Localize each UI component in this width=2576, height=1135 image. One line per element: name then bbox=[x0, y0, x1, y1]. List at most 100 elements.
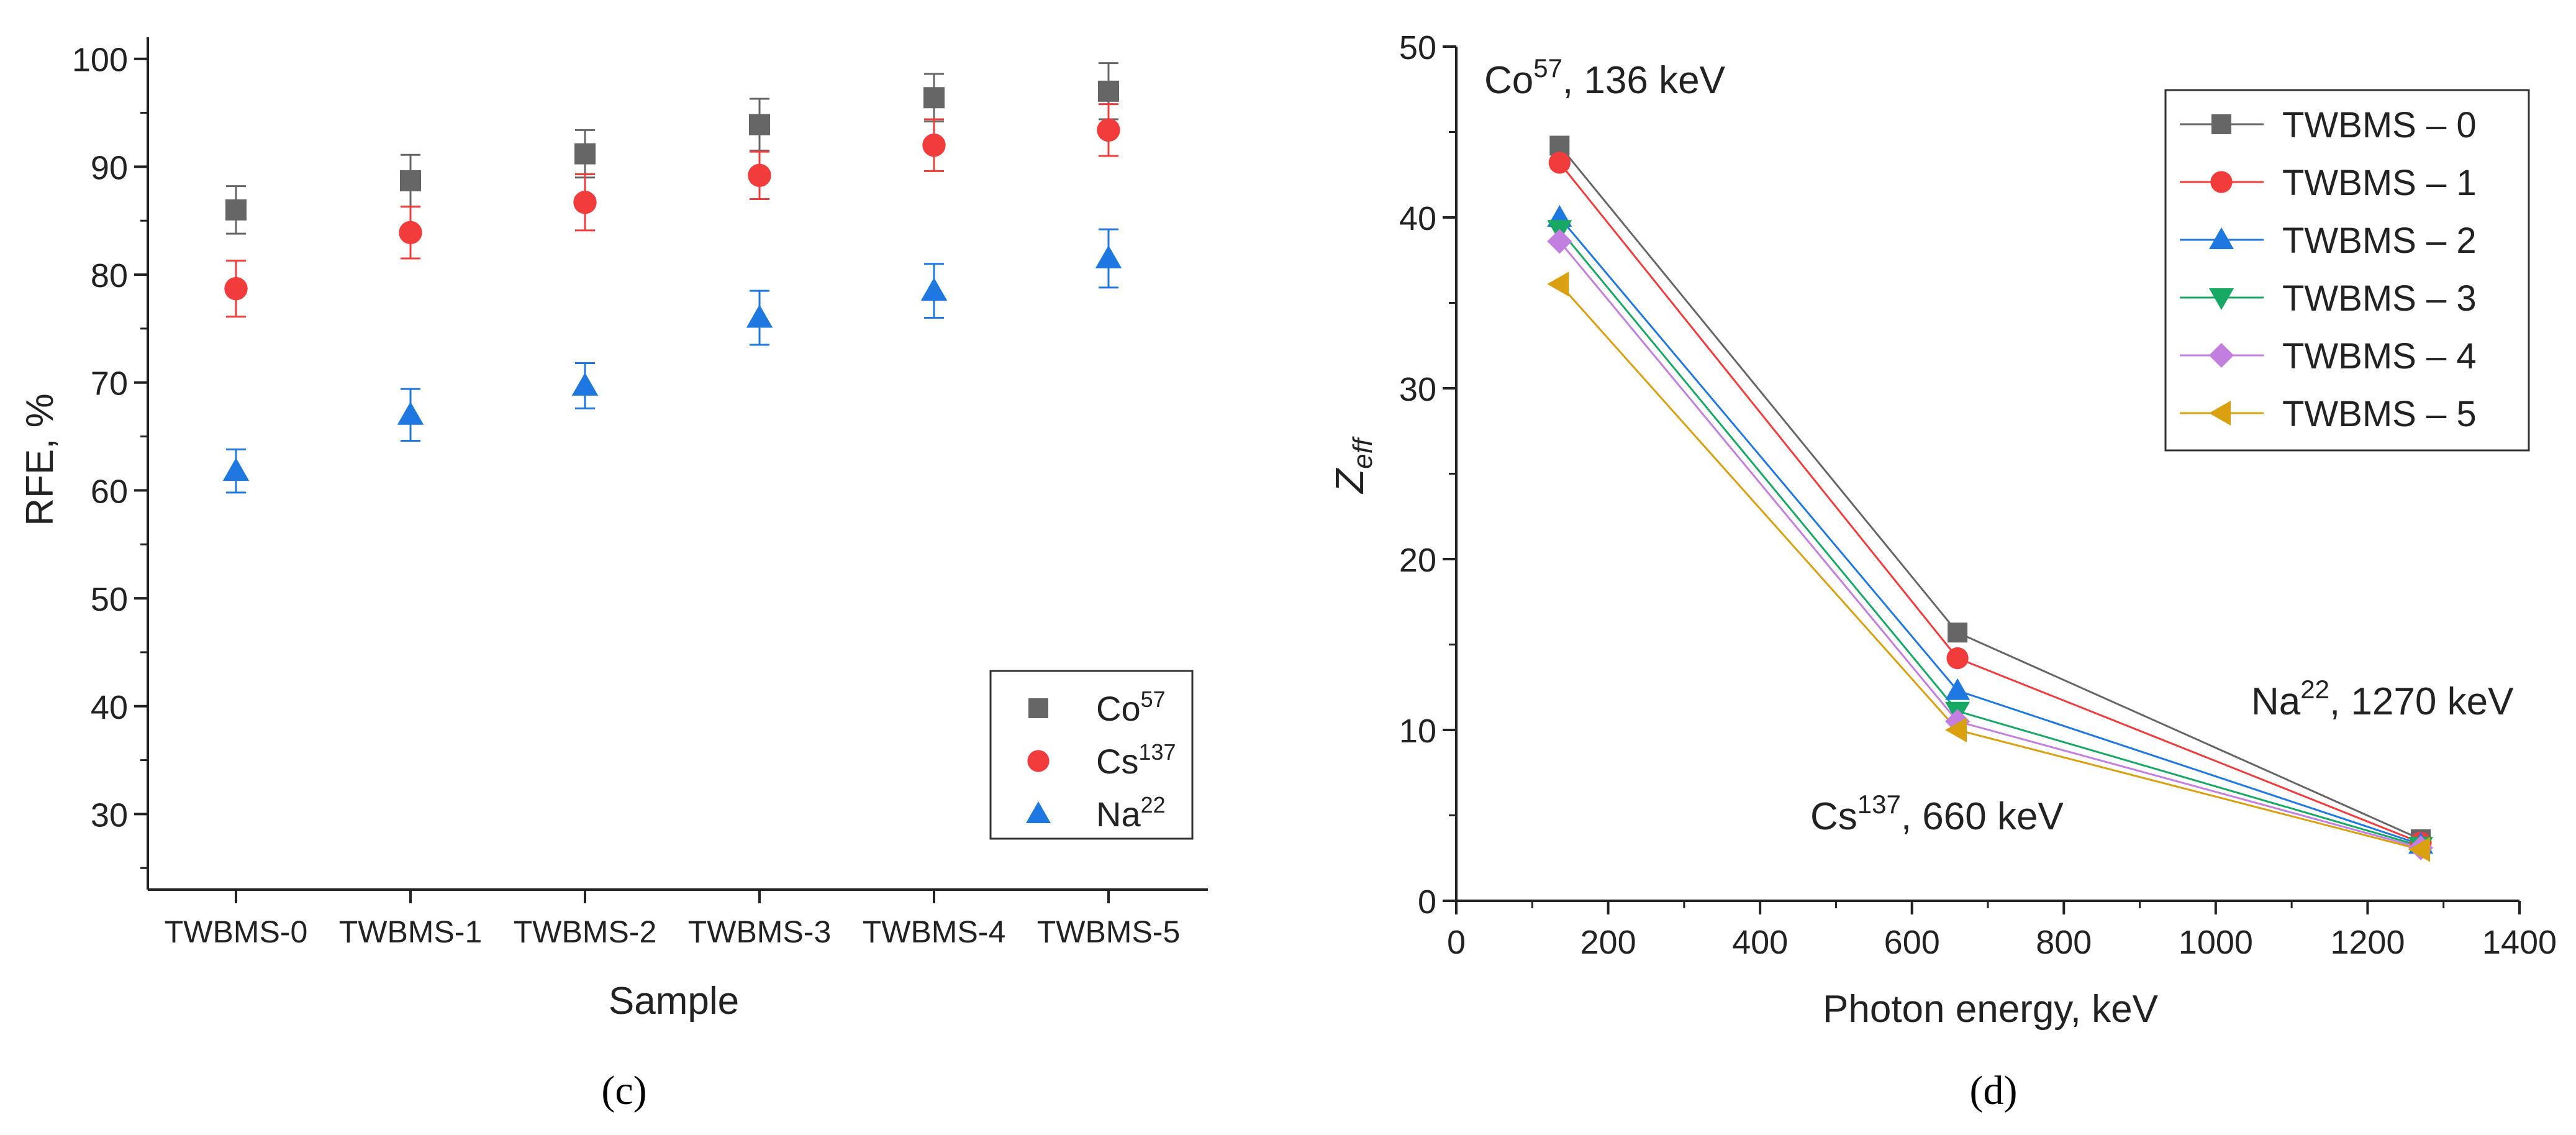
zeff-y-tick-label-0: 0 bbox=[1418, 883, 1436, 921]
zeff-x-axis-label: Photon energy, keV bbox=[1823, 988, 2159, 1031]
zeff-x-tick-label-200: 200 bbox=[1581, 924, 1636, 961]
zeff-annotation-co57: Co57, 136 keV bbox=[1484, 53, 1726, 102]
rfe-co57-twbms-2-point bbox=[574, 143, 596, 165]
zeff-annotations: Co57, 136 keV Cs137, 660 keV Na22, 1270 ke… bbox=[1484, 53, 2514, 838]
panel-label-d: (d) bbox=[1970, 1068, 2018, 1113]
zeff-point-twbms-5-136 bbox=[1547, 271, 1569, 297]
zeff-legend-marker-twbms-4 bbox=[2209, 343, 2234, 368]
zeff-annotation-cs137: Cs137, 660 keV bbox=[1810, 790, 2064, 838]
zeff-annotation-base: Na bbox=[2251, 680, 2301, 723]
rfe-legend-marker-na22 bbox=[1026, 801, 1051, 823]
rfe-x-axis-label: Sample bbox=[609, 980, 739, 1023]
rfe-y-tick-label-60: 60 bbox=[91, 473, 128, 510]
rfe-cs137-twbms-4-point bbox=[922, 133, 946, 157]
rfe-cs137-twbms-1-point bbox=[399, 221, 422, 245]
rfe-legend-label-base: Co bbox=[1096, 689, 1141, 728]
zeff-y-tick-label-10: 10 bbox=[1399, 713, 1436, 750]
zeff-point-twbms-2-660 bbox=[1945, 678, 1971, 700]
zeff-point-twbms-5-660 bbox=[1945, 718, 1967, 742]
zeff-x-tick-label-1000: 1000 bbox=[2179, 924, 2253, 961]
rfe-cs137-twbms-5-point bbox=[1097, 118, 1120, 142]
zeff-x-tick-label-800: 800 bbox=[2036, 924, 2092, 961]
rfe-cs137-twbms-3-point bbox=[748, 163, 771, 187]
zeff-y-tick-label-20: 20 bbox=[1399, 542, 1436, 579]
zeff-x-tick-label-0: 0 bbox=[1447, 924, 1466, 961]
rfe-legend-marker-cs137 bbox=[1027, 750, 1050, 772]
rfe-co57-twbms-3-point bbox=[749, 114, 770, 135]
zeff-legend-marker-twbms-3 bbox=[2209, 288, 2234, 310]
rfe-co57-twbms-5-point bbox=[1098, 80, 1119, 102]
rfe-x-tick-label-twbms-3: TWBMS-3 bbox=[688, 914, 832, 949]
zeff-y-axis-label-sub: eff bbox=[1348, 435, 1378, 469]
rfe-legend-label-sup: 57 bbox=[1141, 686, 1166, 712]
rfe-error-bars bbox=[226, 62, 1118, 494]
rfe-legend-label-cs137: Cs137 bbox=[1096, 739, 1176, 781]
rfe-y-tick-label-70: 70 bbox=[91, 365, 128, 403]
zeff-y-tick-label-30: 30 bbox=[1399, 371, 1436, 408]
rfe-na22-twbms-1-point bbox=[397, 401, 424, 425]
rfe-legend-label-base: Cs bbox=[1096, 742, 1138, 781]
rfe-cs137-twbms-2-point bbox=[573, 191, 597, 214]
zeff-annotation-rest: , 660 keV bbox=[1901, 795, 2064, 838]
zeff-y-axis-label: Zeff bbox=[1327, 435, 1378, 495]
zeff-point-twbms-4-136 bbox=[1547, 229, 1572, 254]
rfe-legend-label-base: Na bbox=[1096, 795, 1141, 834]
rfe-data-points bbox=[222, 80, 1122, 481]
rfe-legend-box bbox=[989, 670, 1194, 840]
zeff-legend-marker-twbms-0 bbox=[2211, 114, 2231, 134]
zeff-legend-marker-twbms-1 bbox=[2210, 171, 2233, 193]
zeff-chart: 0 10 20 30 40 50 0 200 400 600 800 1000 1200 1400 Pho… bbox=[1327, 29, 2557, 1113]
zeff-annotation-base: Cs bbox=[1810, 795, 1857, 838]
rfe-na22-twbms-4-point bbox=[920, 277, 948, 301]
zeff-annotation-na22: Na22, 1270 keV bbox=[2251, 675, 2514, 723]
zeff-legend-box bbox=[2164, 89, 2530, 452]
zeff-point-twbms-1-660 bbox=[1946, 647, 1969, 670]
rfe-x-tick-label-twbms-4: TWBMS-4 bbox=[863, 914, 1006, 949]
zeff-point-twbms-1-136 bbox=[1548, 152, 1571, 174]
zeff-x-tick-label-400: 400 bbox=[1732, 924, 1788, 961]
zeff-x-tick-label-600: 600 bbox=[1884, 924, 1940, 961]
zeff-legend-marker-twbms-5 bbox=[2209, 401, 2231, 426]
rfe-y-tick-label-100: 100 bbox=[72, 42, 128, 79]
rfe-y-tick-label-30: 30 bbox=[91, 796, 128, 834]
rfe-co57-twbms-1-point bbox=[400, 170, 421, 191]
zeff-legend-marker-twbms-2 bbox=[2209, 227, 2234, 249]
rfe-x-tick-label-twbms-0: TWBMS-0 bbox=[165, 914, 308, 949]
rfe-x-tick-label-twbms-5: TWBMS-5 bbox=[1037, 914, 1181, 949]
zeff-legend-label-twbms-0: TWBMS – 0 bbox=[2282, 105, 2477, 145]
rfe-legend: Co57 Cs137 Na22 bbox=[989, 670, 1194, 840]
zeff-legend-label-twbms-3: TWBMS – 3 bbox=[2282, 278, 2477, 319]
zeff-legend: TWBMS – 0 TWBMS – 1 TWBMS – 2 TWBMS – 3 TWBM… bbox=[2164, 89, 2530, 452]
rfe-na22-twbms-3-point bbox=[746, 304, 773, 328]
zeff-annotation-rest: , 136 keV bbox=[1562, 59, 1726, 102]
rfe-y-tick-label-40: 40 bbox=[91, 689, 128, 726]
zeff-annotation-base: Co bbox=[1484, 59, 1533, 102]
rfe-legend-label-sup: 137 bbox=[1138, 739, 1176, 765]
zeff-annotation-sup: 137 bbox=[1857, 790, 1901, 819]
rfe-legend-label-na22: Na22 bbox=[1096, 792, 1166, 834]
zeff-legend-label-twbms-4: TWBMS – 4 bbox=[2282, 336, 2477, 376]
rfe-chart: 30 40 50 60 70 80 90 100 TWBMS-0 TWBMS-1 TWBMS-2 TW… bbox=[19, 37, 1208, 1113]
rfe-na22-twbms-5-point bbox=[1095, 245, 1122, 268]
zeff-annotation-sup: 22 bbox=[2300, 675, 2329, 704]
rfe-y-tick-label-50: 50 bbox=[91, 581, 128, 618]
zeff-annotation-rest: , 1270 keV bbox=[2329, 680, 2514, 723]
zeff-point-twbms-0-660 bbox=[1948, 622, 1968, 643]
rfe-y-tick-label-80: 80 bbox=[91, 257, 128, 294]
zeff-axes: 0 10 20 30 40 50 0 200 400 600 800 1000 1200 1400 bbox=[1399, 29, 2557, 961]
zeff-x-tick-label-1400: 1400 bbox=[2482, 924, 2557, 961]
zeff-y-tick-label-40: 40 bbox=[1399, 200, 1436, 237]
zeff-point-twbms-5-1270 bbox=[2408, 837, 2431, 862]
rfe-x-tick-label-twbms-1: TWBMS-1 bbox=[339, 914, 483, 949]
zeff-x-tick-label-1200: 1200 bbox=[2330, 924, 2405, 961]
panel-label-c: (c) bbox=[601, 1068, 646, 1113]
rfe-na22-twbms-0-point bbox=[222, 457, 250, 481]
zeff-annotation-sup: 57 bbox=[1533, 53, 1562, 83]
rfe-x-tick-label-twbms-2: TWBMS-2 bbox=[514, 914, 657, 949]
rfe-legend-label-co57: Co57 bbox=[1096, 686, 1166, 728]
rfe-cs137-twbms-0-point bbox=[224, 276, 248, 301]
zeff-legend-label-twbms-5: TWBMS – 5 bbox=[2282, 394, 2477, 434]
rfe-na22-twbms-2-point bbox=[571, 372, 599, 396]
zeff-legend-label-twbms-1: TWBMS – 1 bbox=[2282, 163, 2477, 203]
